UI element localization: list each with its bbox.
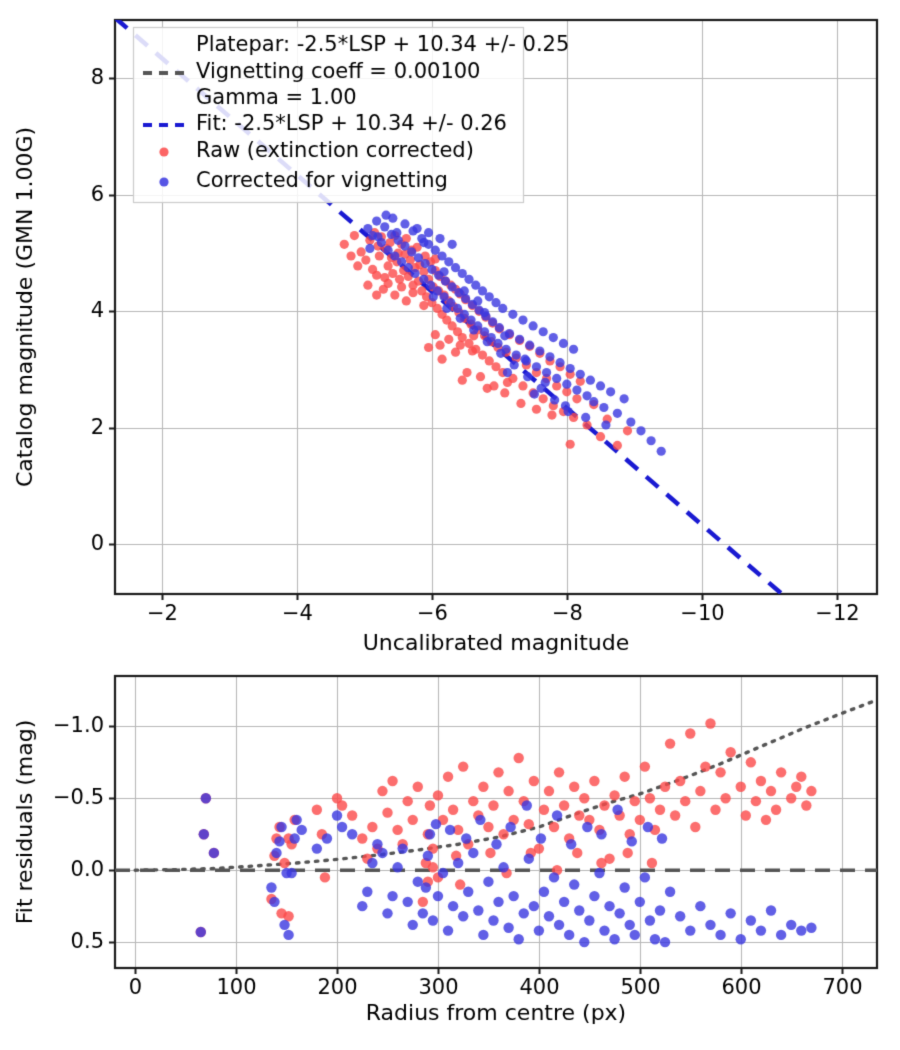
photometry-calibration-figure — [0, 0, 900, 1050]
figure-root: Catalog magnitude (GMN 1.00G) Uncalibrat… — [0, 0, 900, 1050]
